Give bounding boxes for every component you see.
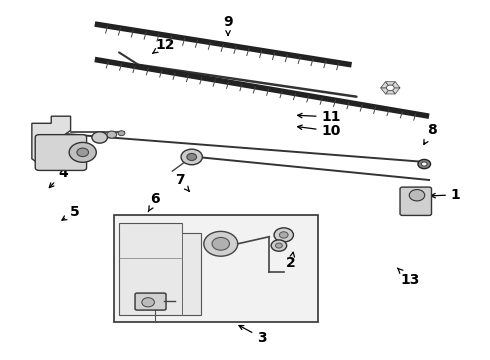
Polygon shape	[381, 88, 391, 94]
Text: 11: 11	[297, 110, 341, 124]
Polygon shape	[381, 82, 391, 88]
FancyBboxPatch shape	[135, 293, 166, 310]
Text: 13: 13	[397, 268, 419, 287]
Text: 4: 4	[49, 166, 68, 188]
Circle shape	[107, 131, 117, 138]
Text: 2: 2	[286, 252, 296, 270]
Circle shape	[421, 162, 427, 166]
Circle shape	[92, 132, 107, 143]
Circle shape	[409, 190, 425, 201]
Circle shape	[77, 148, 89, 157]
Polygon shape	[386, 88, 395, 94]
Circle shape	[187, 153, 196, 161]
Circle shape	[387, 85, 394, 91]
Text: 10: 10	[297, 124, 341, 138]
Text: 12: 12	[152, 37, 175, 53]
Circle shape	[275, 243, 282, 248]
Circle shape	[212, 238, 229, 250]
Circle shape	[271, 240, 287, 251]
Circle shape	[418, 159, 431, 168]
Text: 7: 7	[175, 173, 189, 191]
Text: 8: 8	[424, 123, 437, 144]
Polygon shape	[391, 88, 400, 94]
Polygon shape	[119, 222, 201, 315]
FancyBboxPatch shape	[400, 187, 432, 215]
Circle shape	[142, 298, 154, 307]
Circle shape	[181, 149, 202, 165]
FancyBboxPatch shape	[35, 135, 87, 170]
Circle shape	[274, 228, 294, 242]
FancyBboxPatch shape	[114, 215, 318, 322]
Circle shape	[118, 131, 125, 136]
Text: 6: 6	[148, 193, 160, 212]
Circle shape	[204, 231, 238, 256]
Text: 3: 3	[239, 325, 267, 345]
Circle shape	[69, 143, 96, 162]
Text: 1: 1	[431, 188, 461, 202]
Polygon shape	[391, 82, 400, 88]
Text: 5: 5	[62, 205, 79, 220]
Polygon shape	[386, 82, 395, 88]
Circle shape	[279, 232, 288, 238]
Polygon shape	[32, 116, 71, 169]
Text: 9: 9	[223, 15, 233, 35]
